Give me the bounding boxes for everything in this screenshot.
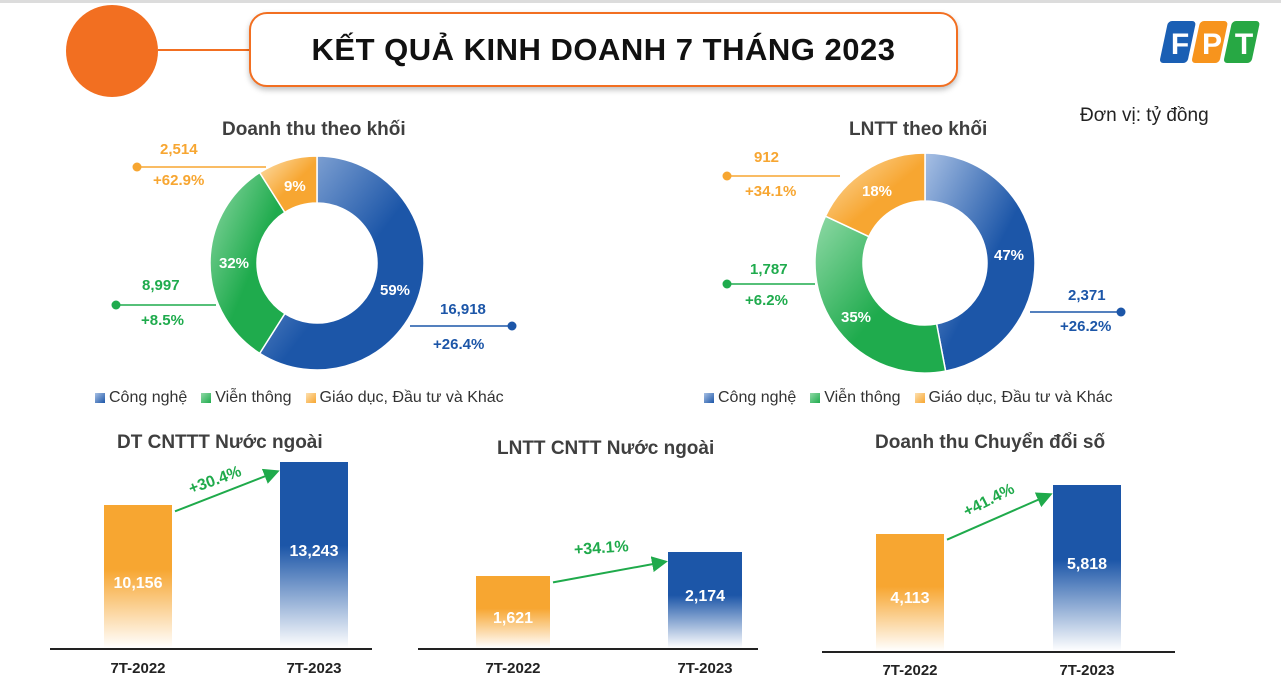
legend-label-cong-nghe: Công nghệ	[718, 389, 797, 406]
bar3-axis	[822, 651, 1175, 653]
bar1-7T-2023	[280, 462, 348, 648]
title-box: KẾT QUẢ KINH DOANH 7 THÁNG 2023	[249, 12, 958, 87]
donut1-growth-cong-nghe: +26.4%	[433, 336, 485, 353]
bar1-value-label-1: 13,243	[289, 543, 339, 560]
donut2-pct-cong-nghe: 47%	[994, 247, 1025, 264]
donut2-slice-giao-duc	[824, 152, 926, 238]
legend-swatch-vien-thong	[201, 393, 212, 403]
donut1-pct-vien-thong: 32%	[219, 255, 250, 272]
donut1-pct-cong-nghe: 59%	[380, 282, 411, 299]
donut1-slice-giao-duc	[258, 155, 318, 214]
legend-swatch-giao-duc	[305, 393, 316, 403]
bar1-title: DT CNTTT Nước ngoài	[117, 432, 323, 453]
donut1-leader-vien-thong-dot	[111, 300, 121, 310]
donut2-leader-giao-duc-dot	[722, 171, 732, 181]
bar1-growth-arrow	[174, 468, 280, 513]
bar2-title: LNTT CNTT Nước ngoài	[497, 438, 715, 459]
donut2-growth-vien-thong: +6.2%	[745, 292, 788, 309]
donut1-slice-cong-nghe	[258, 155, 425, 371]
bar3-xlabel-0: 7T-2022	[882, 662, 938, 679]
donut1-leader-giao-duc-dot	[132, 162, 142, 172]
fpt-logo: F P T	[1159, 21, 1260, 63]
donut1-slice-vien-thong	[209, 171, 286, 355]
donut2-growth-giao-duc: +34.1%	[745, 183, 797, 200]
legend-label-giao-duc: Giáo dục, Đầu tư và Khác	[928, 389, 1113, 406]
donut1-growth-vien-thong: +8.5%	[141, 312, 184, 329]
unit-label: Đơn vị: tỷ đồng	[1080, 105, 1209, 126]
donut1-value-giao-duc: 2,514	[160, 141, 198, 158]
bar1-7T-2022	[104, 505, 172, 648]
donut2-value-giao-duc: 912	[754, 149, 780, 166]
bar1-axis	[50, 648, 372, 650]
donut2-slice-cong-nghe	[924, 152, 1036, 372]
legend-swatch-cong-nghe	[704, 393, 714, 403]
bar2-xlabel-1: 7T-2023	[677, 660, 733, 677]
donut1-value-cong-nghe: 16,918	[440, 301, 486, 318]
bar3-value-label-0: 4,113	[890, 590, 930, 608]
donut2-pct-giao-duc: 18%	[862, 183, 893, 200]
bar2-axis	[418, 648, 758, 650]
bar2-7T-2023	[668, 552, 742, 648]
svg-text:P: P	[1202, 28, 1222, 61]
bar3-title: Doanh thu Chuyển đổi số	[875, 432, 1106, 453]
legend-swatch-vien-thong	[810, 393, 821, 403]
page-title: KẾT QUẢ KINH DOANH 7 THÁNG 2023	[311, 31, 896, 67]
donut2-value-cong-nghe: 2,371	[1068, 287, 1106, 304]
donut2-leader-vien-thong-dot	[722, 279, 732, 289]
donut2-leader-cong-nghe-dot	[1116, 307, 1126, 317]
legend-label-giao-duc: Giáo dục, Đầu tư và Khác	[319, 389, 504, 406]
bar2-growth-arrow	[552, 556, 668, 584]
donut2-legend: Công nghệ Viễn thông Giáo dục, Đầu tư và…	[704, 389, 1127, 407]
donut1-pct-giao-duc: 9%	[284, 178, 306, 195]
donut1-value-vien-thong: 8,997	[142, 277, 180, 294]
bar3-7T-2023	[1053, 485, 1121, 651]
donut2-title: LNTT theo khối	[849, 119, 988, 140]
legend-label-vien-thong: Viễn thông	[824, 389, 901, 406]
donut2-growth-cong-nghe: +26.2%	[1060, 318, 1112, 335]
bar2-xlabel-0: 7T-2022	[485, 660, 541, 677]
svg-text:F: F	[1171, 28, 1189, 61]
donut1-legend: Công nghệ Viễn thông Giáo dục, Đầu tư và…	[95, 389, 518, 407]
bar2-value-label-0: 1,621	[492, 610, 534, 628]
legend-label-vien-thong: Viễn thông	[215, 389, 292, 406]
donut2-pct-vien-thong: 35%	[841, 309, 872, 326]
legend-swatch-cong-nghe	[95, 393, 105, 403]
donut2-value-vien-thong: 1,787	[750, 261, 788, 278]
bar1-value-label-0: 10,156	[113, 574, 163, 592]
top-divider	[0, 0, 1281, 3]
donut1-leader-cong-nghe-dot	[507, 321, 517, 331]
bar1-xlabel-1: 7T-2023	[286, 660, 342, 677]
title-connector-line	[158, 49, 250, 51]
svg-text:T: T	[1235, 28, 1253, 61]
decorative-orange-circle	[66, 5, 158, 97]
bar1-xlabel-0: 7T-2022	[110, 660, 166, 677]
donut1-growth-giao-duc: +62.9%	[153, 172, 205, 189]
legend-swatch-giao-duc	[914, 393, 925, 403]
bar2-value-label-1: 2,174	[684, 588, 726, 605]
legend-label-cong-nghe: Công nghệ	[109, 389, 188, 406]
bar2-7T-2022	[476, 576, 550, 648]
bar3-7T-2022	[876, 533, 944, 651]
bar3-value-label-1: 5,818	[1066, 556, 1108, 573]
donut1-title: Doanh thu theo khối	[222, 119, 406, 140]
donut2-slice-vien-thong	[814, 215, 947, 374]
bar3-growth-arrow	[946, 492, 1053, 541]
bar3-xlabel-1: 7T-2023	[1059, 662, 1115, 679]
